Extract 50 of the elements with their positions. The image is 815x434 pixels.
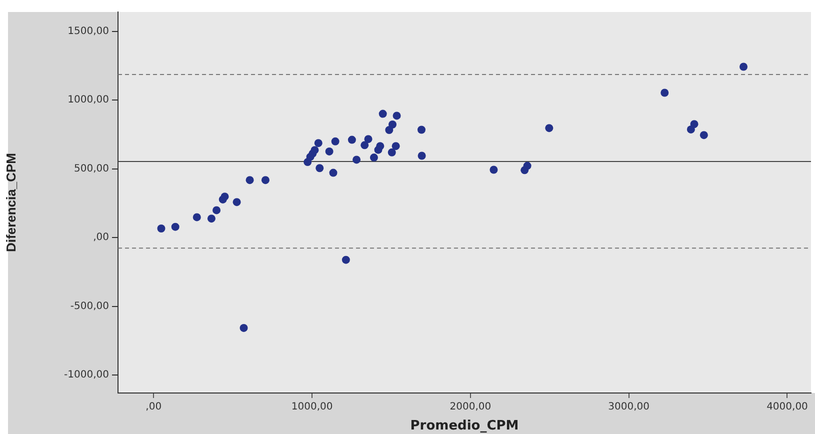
point xyxy=(171,222,180,231)
x-tick-label: ,00 xyxy=(146,402,162,413)
point xyxy=(690,120,698,128)
point xyxy=(364,135,372,144)
point xyxy=(388,148,396,156)
point xyxy=(240,324,248,332)
point xyxy=(261,176,270,184)
point xyxy=(325,147,334,156)
y-tick-label: 500,00 xyxy=(74,163,109,174)
x-axis-title: Promedio_CPM xyxy=(410,418,519,434)
point xyxy=(352,156,361,164)
point xyxy=(700,131,708,140)
point xyxy=(157,224,166,232)
x-tick-label: 4000,00 xyxy=(766,402,808,413)
x-tick-label: 1000,00 xyxy=(291,402,333,413)
x-tick-label: 2000,00 xyxy=(450,402,492,413)
y-tick-label: 1500,00 xyxy=(68,26,109,37)
point xyxy=(212,206,221,214)
point xyxy=(392,142,400,150)
point xyxy=(490,166,498,174)
point xyxy=(418,152,426,160)
point xyxy=(232,198,241,206)
point xyxy=(660,88,669,97)
y-tick-label: 1000,00 xyxy=(68,94,109,106)
x-tick-label: 3000,00 xyxy=(608,402,650,413)
y-tick-label: -1000,00 xyxy=(64,370,109,381)
point xyxy=(545,124,554,132)
point xyxy=(740,62,748,71)
point xyxy=(207,214,216,223)
point xyxy=(342,256,350,264)
point xyxy=(388,120,397,129)
point xyxy=(331,137,340,146)
point xyxy=(220,192,229,201)
y-axis-title: Diferencia_CPM xyxy=(3,153,18,252)
point xyxy=(348,136,356,144)
point xyxy=(310,146,319,154)
y-tick-label: -500,00 xyxy=(70,300,109,312)
point xyxy=(329,168,338,177)
y-tick-label: ,00 xyxy=(93,232,109,244)
point xyxy=(370,154,378,162)
point xyxy=(378,110,387,118)
point xyxy=(246,176,254,184)
point xyxy=(192,213,201,222)
point xyxy=(376,142,384,150)
point xyxy=(314,139,322,148)
point xyxy=(360,141,369,150)
point xyxy=(392,112,401,120)
point xyxy=(523,162,532,170)
point xyxy=(417,126,426,134)
point xyxy=(316,164,324,172)
